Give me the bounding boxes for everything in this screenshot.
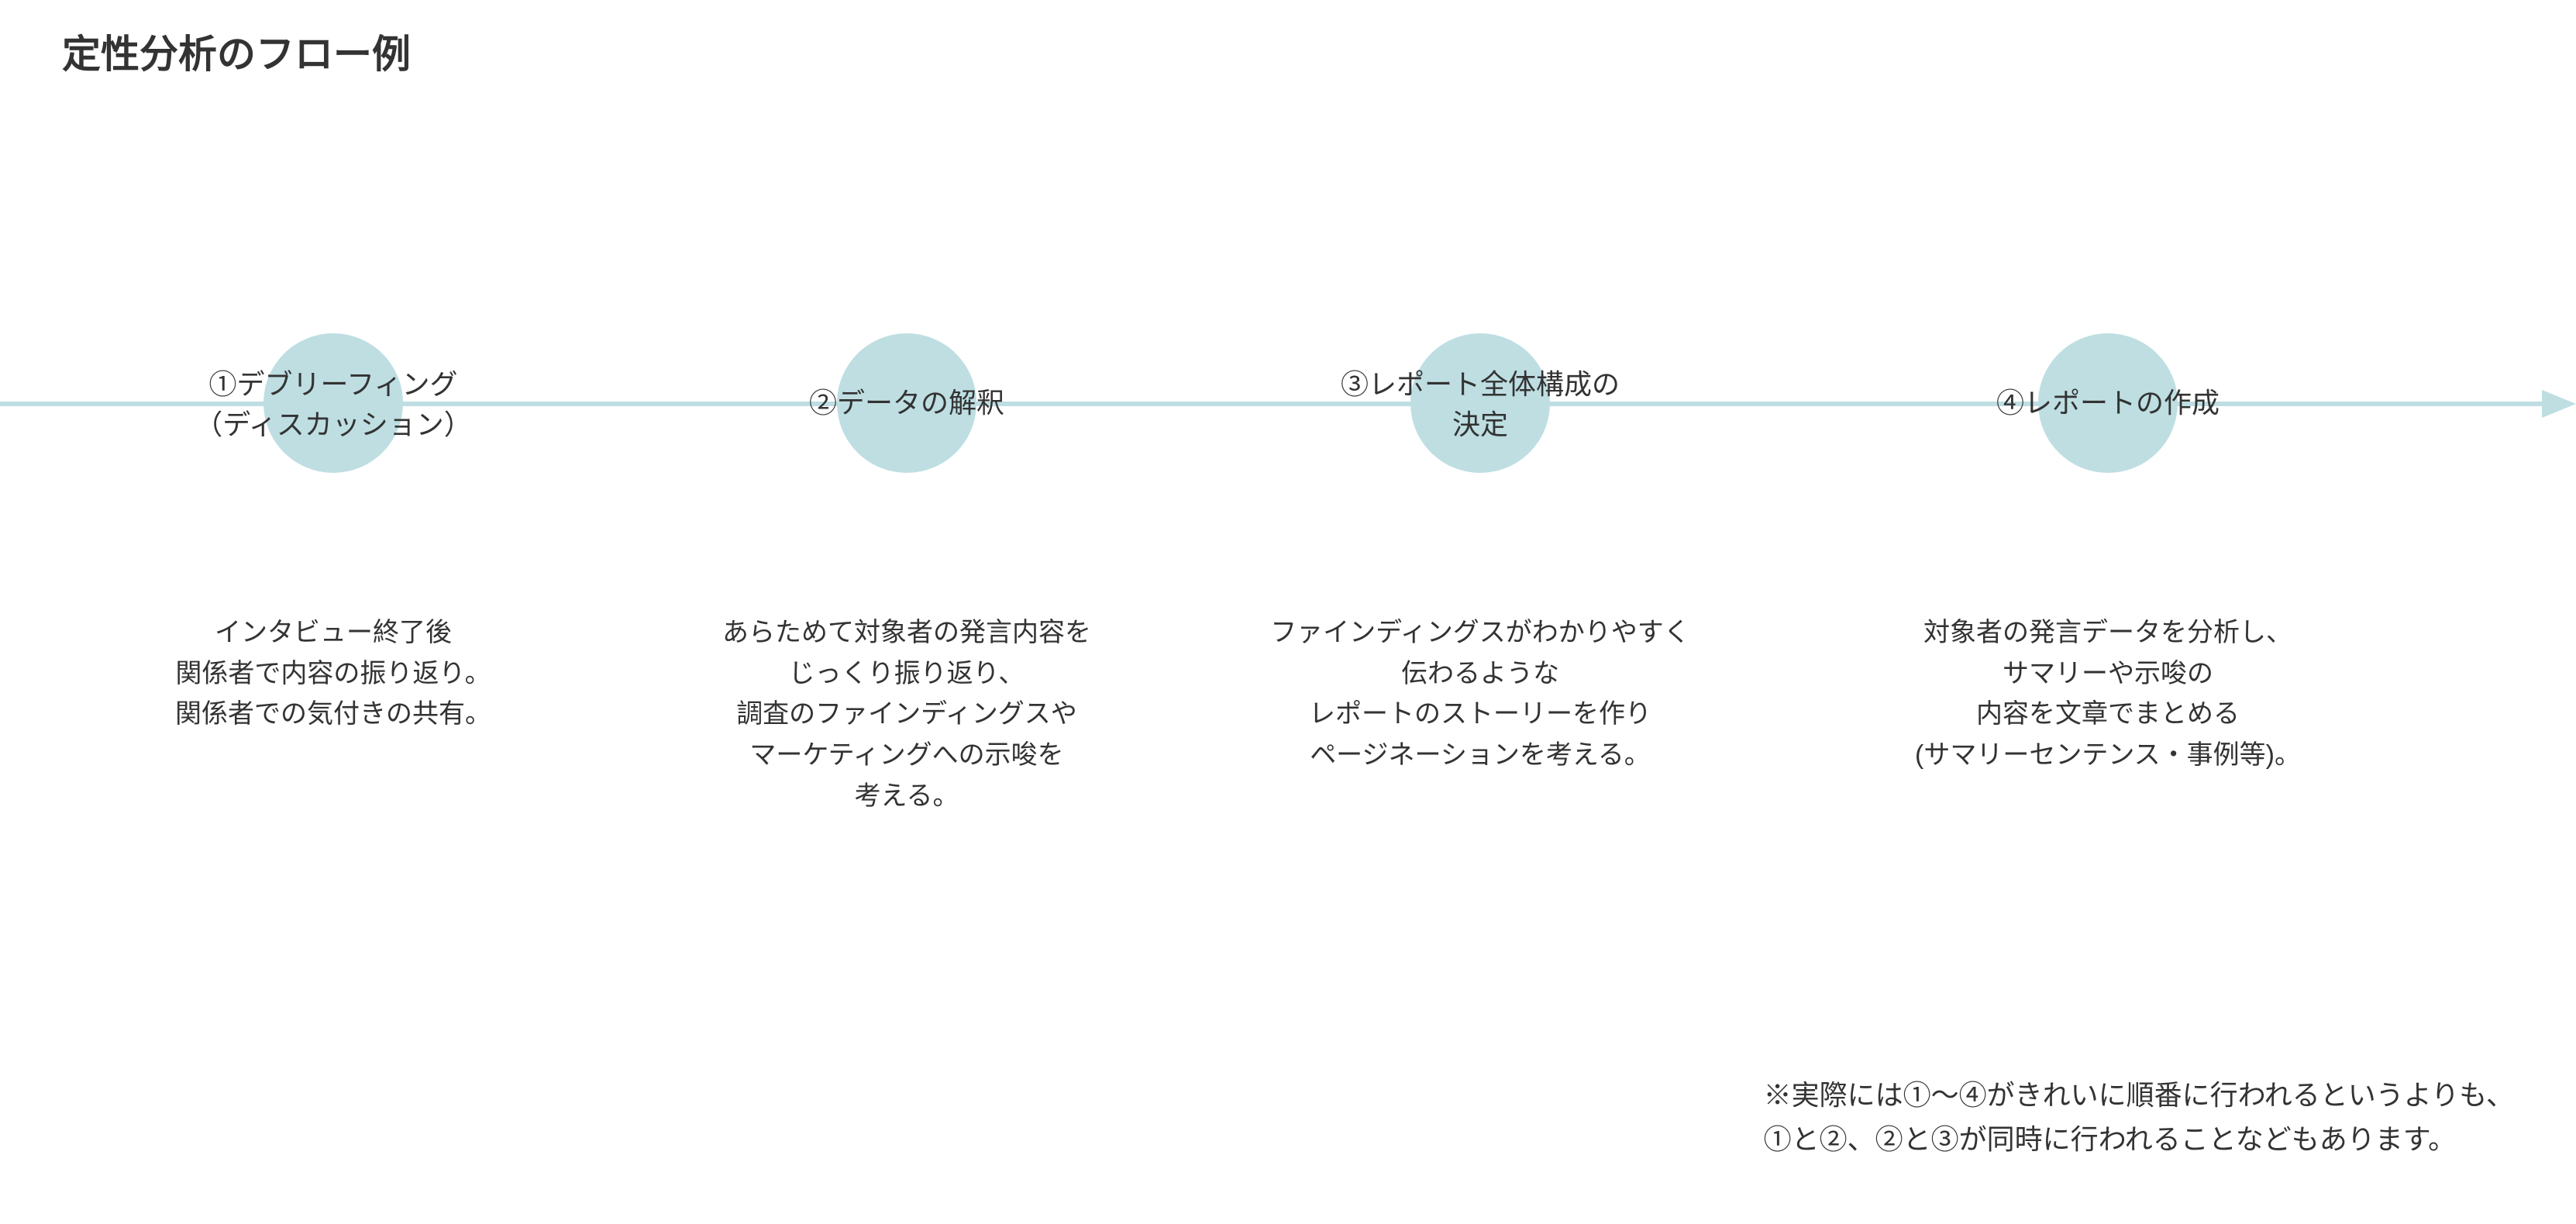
step-desc-4: 対象者の発言データを分析し、サマリーや示唆の内容を文章でまとめる(サマリーセンテ… (1821, 612, 2395, 776)
step-label: ①デブリーフィング （ディスカッション） (46, 333, 620, 445)
step-label: ④レポートの作成 (1821, 333, 2395, 423)
step-desc-3: ファインディングスがわかりやすく伝わるようなレポートのストーリーを作りページネー… (1193, 612, 1767, 776)
page-title: 定性分析のフロー例 (62, 23, 411, 79)
footnote: ※実際には①〜④がきれいに順番に行われるというよりも、 ①と②、②と③が同時に行… (1764, 1073, 2514, 1162)
step-label-line1: ②データの解釈 (809, 387, 1004, 419)
arrow-head-icon (2542, 390, 2576, 418)
footnote-line1: ※実際には①〜④がきれいに順番に行われるというよりも、 (1764, 1079, 2514, 1111)
flow-timeline: ①デブリーフィング （ディスカッション） インタビュー終了後関係者で内容の振り返… (0, 333, 2576, 488)
step-desc-1: インタビュー終了後関係者で内容の振り返り。関係者での気付きの共有。 (46, 612, 620, 735)
step-desc-2: あらためて対象者の発言内容をじっくり振り返り、調査のファインディングスやマーケテ… (620, 612, 1193, 816)
step-label-line1: ④レポートの作成 (1996, 387, 2220, 419)
footnote-line2: ①と②、②と③が同時に行われることなどもあります。 (1764, 1123, 2457, 1155)
step-label: ③レポート全体構成の 決定 (1193, 333, 1767, 445)
flow-step-4: ④レポートの作成 (1821, 333, 2395, 423)
flow-step-2: ②データの解釈 (620, 333, 1193, 423)
step-label-line2: （ディスカッション） (195, 409, 471, 440)
step-label-line1: ③レポート全体構成の (1341, 368, 1620, 400)
flow-step-1: ①デブリーフィング （ディスカッション） (46, 333, 620, 445)
step-label-line2: 決定 (1452, 409, 1508, 440)
step-label-line1: ①デブリーフィング (208, 368, 457, 400)
step-label: ②データの解釈 (620, 333, 1193, 423)
flow-step-3: ③レポート全体構成の 決定 (1193, 333, 1767, 445)
